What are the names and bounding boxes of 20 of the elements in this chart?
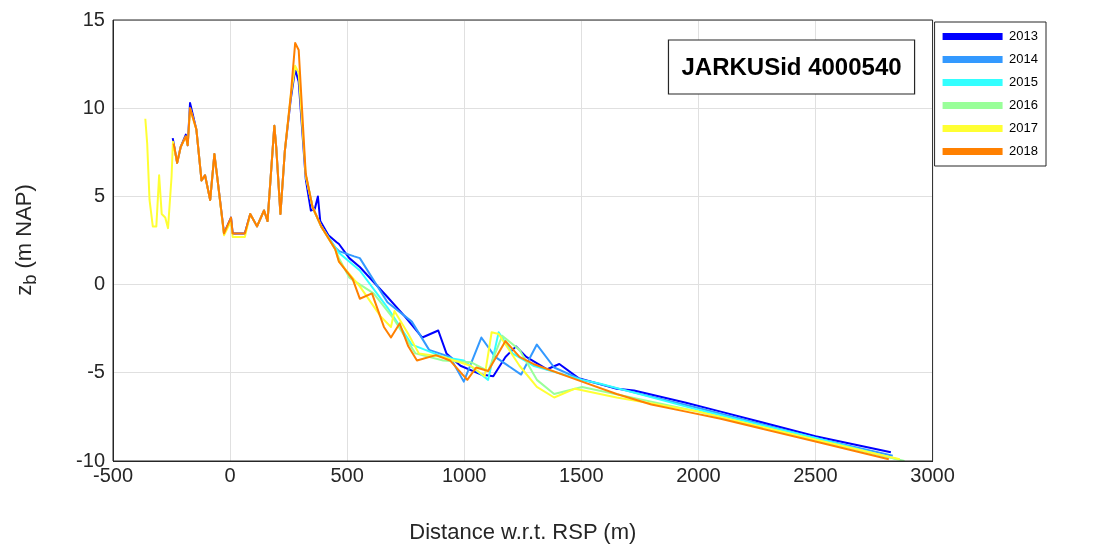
y-tick-label: 15 — [82, 7, 105, 30]
x-tick-label: 3000 — [910, 463, 955, 486]
legend-label: 2018 — [1009, 143, 1038, 159]
legend-label: 2017 — [1009, 120, 1038, 136]
legend-label: 2015 — [1009, 74, 1038, 90]
y-tick-label: -5 — [87, 360, 105, 383]
x-tick-label: 500 — [330, 463, 364, 486]
legend-label: 2013 — [1009, 28, 1038, 44]
x-tick-label: 0 — [224, 463, 236, 486]
legend-label: 2014 — [1009, 51, 1038, 67]
y-tick-label: 0 — [93, 272, 105, 295]
y-tick-label: 10 — [82, 95, 105, 118]
y-tick-label: 5 — [93, 183, 105, 206]
x-tick-label: 1500 — [559, 463, 604, 486]
x-tick-label: 1000 — [442, 463, 487, 486]
legend-label: 2016 — [1009, 97, 1038, 113]
x-tick-label: 2500 — [793, 463, 838, 486]
x-tick-label: 2000 — [676, 463, 721, 486]
annotation: JARKUSid 4000540 — [681, 52, 902, 80]
x-axis-title: Distance w.r.t. RSP (m) — [409, 518, 637, 544]
